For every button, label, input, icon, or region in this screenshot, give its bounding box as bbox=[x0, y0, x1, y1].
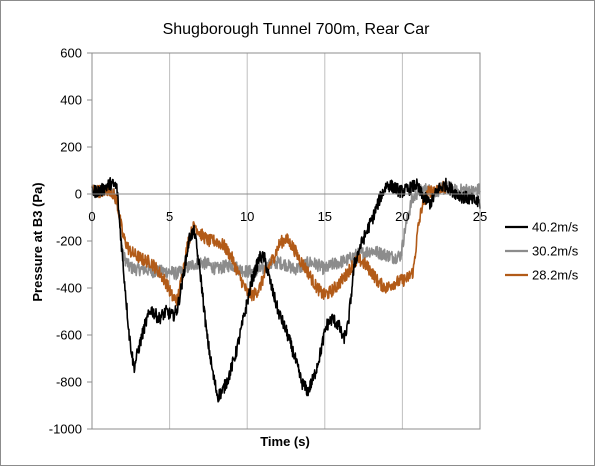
y-tick-label: -1000 bbox=[49, 422, 82, 437]
legend-label-0: 40.2m/s bbox=[532, 220, 579, 235]
chart-title: Shugborough Tunnel 700m, Rear Car bbox=[163, 21, 431, 38]
series-layer bbox=[91, 177, 481, 403]
tick-labels: 600 400 200 0 -200 -400 -600 -800 -1000 0 5 10 15 20 2… bbox=[49, 46, 487, 437]
y-tick-label: -800 bbox=[56, 375, 82, 390]
series-line-0 bbox=[91, 177, 481, 403]
y-axis-label: Pressure at B3 (Pa) bbox=[30, 182, 45, 301]
y-tick-label: 400 bbox=[60, 93, 82, 108]
legend-label-1: 30.2m/s bbox=[532, 244, 579, 259]
axes bbox=[87, 52, 481, 430]
y-tick-label: 200 bbox=[60, 140, 82, 155]
x-tick-label: 5 bbox=[166, 209, 173, 224]
y-tick-label: 0 bbox=[75, 187, 82, 202]
x-tick-label: 25 bbox=[473, 209, 487, 224]
x-axis-label: Time (s) bbox=[260, 434, 310, 449]
y-tick-label: -400 bbox=[56, 281, 82, 296]
y-tick-label: -600 bbox=[56, 328, 82, 343]
y-tick-label: 600 bbox=[60, 46, 82, 61]
y-tick-label: -200 bbox=[56, 234, 82, 249]
x-tick-label: 20 bbox=[395, 209, 409, 224]
legend: 40.2m/s 30.2m/s 28.2m/s bbox=[505, 220, 579, 283]
x-tick-label: 10 bbox=[240, 209, 254, 224]
series-line-2 bbox=[91, 180, 447, 307]
legend-label-2: 28.2m/s bbox=[532, 268, 579, 283]
x-tick-label: 15 bbox=[318, 209, 332, 224]
x-tick-label: 0 bbox=[88, 209, 95, 224]
